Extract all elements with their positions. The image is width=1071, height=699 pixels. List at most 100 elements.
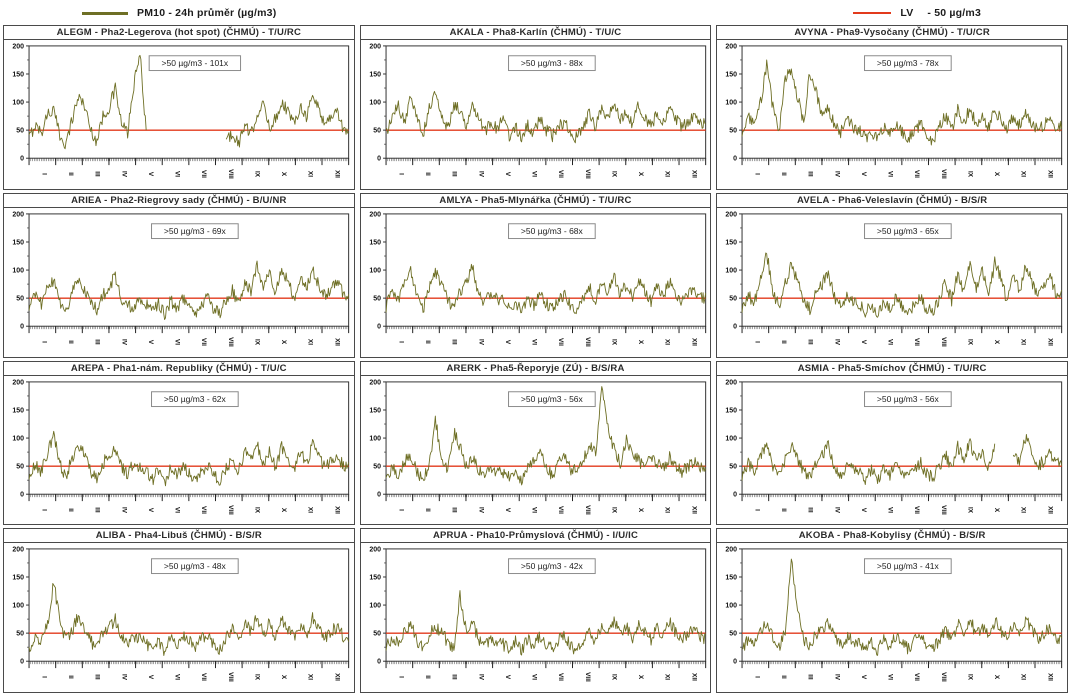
chart-panel-AVELA: AVELA - Pha6-Veleslavín (ČHMÚ) - B/S/R 0 5…: [716, 192, 1068, 358]
y-tick-label: 200: [12, 547, 24, 554]
x-month-label: VII: [913, 506, 920, 514]
x-month-label: XII: [333, 673, 340, 681]
y-tick-label: 100: [726, 603, 738, 610]
x-month-label: IV: [120, 339, 127, 346]
y-tick-label: 50: [16, 631, 24, 638]
pm10-series-line: [741, 59, 1063, 146]
y-tick-label: 200: [12, 379, 24, 386]
y-tick-label: 50: [373, 463, 381, 470]
x-month-label: I: [754, 341, 761, 343]
x-month-label: XII: [1047, 338, 1054, 346]
y-tick-label: 150: [12, 575, 24, 582]
exceedance-box: [507, 55, 596, 72]
x-month-label: IV: [477, 171, 484, 178]
y-tick-label: 0: [733, 156, 737, 163]
y-tick-label: 0: [20, 491, 24, 498]
x-month-label: V: [860, 507, 867, 512]
chart-title-ARERK: ARERK - Pha5-Řeporyje (ZÚ) - B/S/RA: [360, 362, 711, 376]
x-month-label: III: [807, 171, 814, 177]
x-month-label: V: [147, 675, 154, 680]
y-tick-label: 0: [377, 491, 381, 498]
x-month-label: VIII: [227, 337, 234, 347]
y-tick-label: 100: [369, 603, 381, 610]
x-month-label: IV: [120, 674, 127, 681]
x-month-label: VII: [557, 338, 564, 346]
x-month-label: X: [637, 507, 644, 512]
x-month-label: III: [450, 171, 457, 177]
x-month-label: IV: [834, 171, 841, 178]
y-tick-label: 100: [369, 267, 381, 274]
exceedance-box: [864, 223, 953, 239]
y-tick-label: 200: [12, 211, 24, 218]
x-month-label: III: [807, 675, 814, 681]
exceedance-label: >50 µg/m3 - 88x: [521, 58, 584, 68]
y-tick-label: 150: [726, 575, 738, 582]
exceedance-label: >50 µg/m3 - 68x: [521, 226, 584, 236]
x-month-label: IX: [253, 339, 260, 346]
y-tick-label: 50: [373, 295, 381, 302]
y-tick-label: 0: [733, 323, 737, 330]
exceedance-box: [151, 390, 239, 407]
x-month-label: VIII: [227, 672, 234, 682]
x-month-label: III: [807, 339, 814, 345]
x-month-label: X: [993, 675, 1000, 680]
y-tick-label: 150: [369, 71, 381, 78]
chart-title-AVYNA: AVYNA - Pha9-Vysočany (ČHMÚ) - T/U/CR: [717, 26, 1067, 40]
x-month-label: XII: [1047, 170, 1054, 178]
x-month-label: XI: [663, 171, 670, 177]
chart-panel-AKOBA: AKOBA - Pha8-Kobylisy (ČHMÚ) - B/S/R 0 50 1…: [716, 528, 1068, 693]
chart-panel-ASMIA: ASMIA - Pha5-Smíchov (ČHMÚ) - T/U/RC 0 50 1…: [716, 360, 1068, 526]
exceedance-box: [864, 390, 953, 407]
x-month-label: VI: [174, 506, 181, 512]
y-tick-label: 50: [16, 463, 24, 470]
x-month-label: I: [754, 509, 761, 511]
x-month-label: VIII: [940, 505, 947, 515]
y-tick-label: 150: [12, 71, 24, 78]
x-month-label: I: [754, 173, 761, 175]
x-month-label: VI: [174, 171, 181, 177]
x-month-label: IV: [120, 171, 127, 178]
x-month-label: VI: [887, 339, 894, 345]
x-month-label: VI: [174, 674, 181, 680]
chart-panel-ALEGM: ALEGM - Pha2-Legerova (hot spot) (ČHMÚ) …: [3, 25, 355, 190]
y-tick-label: 0: [377, 659, 381, 666]
y-tick-label: 100: [12, 267, 24, 274]
lv-line-swatch: [853, 12, 892, 14]
pm10-series-line: [28, 54, 349, 150]
x-month-label: III: [807, 507, 814, 513]
x-month-label: XI: [1020, 339, 1027, 345]
x-month-label: XII: [690, 506, 697, 514]
x-month-label: V: [504, 172, 511, 177]
y-tick-label: 150: [369, 407, 381, 414]
x-month-label: III: [94, 507, 101, 513]
y-tick-label: 50: [730, 295, 738, 302]
y-tick-label: 150: [726, 71, 738, 78]
x-month-label: XI: [307, 339, 314, 345]
y-tick-label: 0: [377, 323, 381, 330]
y-tick-label: 150: [726, 239, 738, 246]
x-month-label: XII: [690, 170, 697, 178]
x-month-label: V: [147, 507, 154, 512]
x-month-label: IX: [253, 171, 260, 178]
x-month-label: XII: [333, 506, 340, 514]
exceedance-label: >50 µg/m3 - 101x: [162, 58, 229, 68]
x-month-label: X: [280, 340, 287, 345]
x-month-label: XI: [663, 506, 670, 512]
x-month-label: XII: [1047, 506, 1054, 514]
chart-panel-AKALA: AKALA - Pha8-Karlín (ČHMÚ) - T/U/C 0 50 100…: [359, 25, 712, 190]
x-month-label: VIII: [227, 505, 234, 515]
exceedance-label: >50 µg/m3 - 41x: [877, 561, 940, 571]
x-month-label: IV: [120, 506, 127, 513]
y-tick-label: 150: [369, 575, 381, 582]
x-month-label: VIII: [583, 505, 590, 515]
x-month-label: VIII: [940, 337, 947, 347]
chart-title-AKALA: AKALA - Pha8-Karlín (ČHMÚ) - T/U/C: [360, 26, 711, 40]
chart-title-APRUA: APRUA - Pha10-Průmyslová (ČHMÚ) - I/U/IC: [360, 529, 711, 544]
pm10-series-line: [28, 583, 350, 657]
